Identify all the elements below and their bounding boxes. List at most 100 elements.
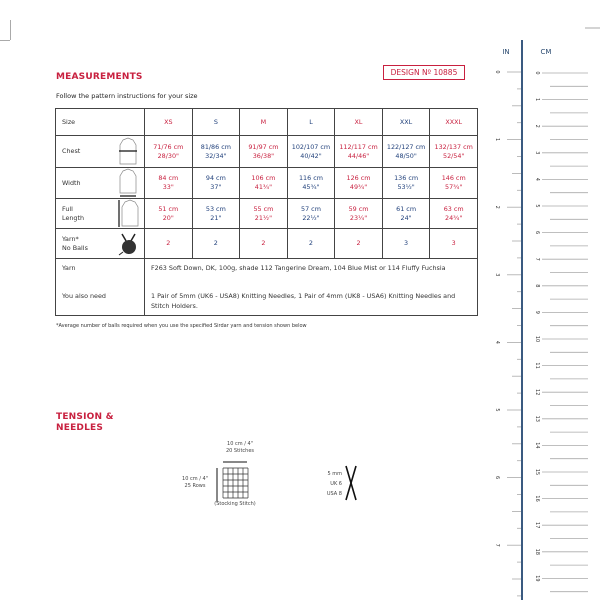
inch-value: 24¾" bbox=[445, 213, 463, 222]
measurement-cell: 91/97 cm 36/38" bbox=[239, 135, 288, 168]
design-number: DESIGN Nº 10885 bbox=[383, 65, 465, 80]
hem-width-icon bbox=[119, 168, 137, 197]
inch-value: 28/30" bbox=[157, 151, 179, 160]
cm-tick-label: 4 bbox=[534, 178, 540, 181]
measurement-cell: 57 cm 22½" bbox=[286, 198, 336, 229]
intro-text: Follow the pattern instructions for your… bbox=[56, 92, 198, 100]
also-need-text: 1 Pair of 5mm (UK6 - USA8) Knitting Need… bbox=[151, 292, 456, 310]
length-icon bbox=[118, 199, 139, 227]
inch-value: 37" bbox=[210, 183, 222, 191]
measurement-cell: 84 cm 33" bbox=[144, 167, 193, 199]
inch-tick-label: 6 bbox=[494, 476, 500, 479]
inch-value: 40/42" bbox=[300, 151, 322, 160]
cm-value: 71/76 cm bbox=[153, 142, 184, 151]
stitch-type: (Stocking Stitch) bbox=[214, 501, 256, 507]
cm-tick-label: 11 bbox=[534, 362, 540, 368]
measurement-cell: 71/76 cm 28/30" bbox=[144, 135, 193, 168]
label-line: Length bbox=[62, 213, 85, 222]
inch-value: 21½" bbox=[254, 213, 273, 222]
measuring-ruler: IN CM012345670123456789101112131415161718… bbox=[494, 27, 600, 600]
cm-value: 122/127 cm bbox=[386, 142, 426, 151]
row-label: Width bbox=[55, 167, 145, 199]
inch-value: 45¾" bbox=[302, 183, 320, 191]
inch-tick-label: 2 bbox=[494, 206, 500, 209]
cm-value: 116 cm bbox=[298, 174, 323, 182]
cm-tick-label: 6 bbox=[534, 231, 540, 234]
inch-value: 44/46" bbox=[347, 151, 370, 160]
cm-value: 94 cm bbox=[205, 174, 226, 182]
balls-xxxl: 3 bbox=[429, 228, 478, 259]
also-need-label: You also need bbox=[62, 292, 106, 300]
cm-value: 57 cm bbox=[301, 204, 321, 213]
cm-value: 112/117 cm bbox=[339, 142, 378, 151]
label-line: Full bbox=[62, 204, 73, 213]
balls-xxl: 3 bbox=[381, 228, 431, 259]
row-label: Chest bbox=[55, 135, 145, 168]
cm-tick-label: 5 bbox=[534, 204, 540, 207]
heading-line: TENSION & bbox=[56, 412, 114, 422]
measurement-cell: 94 cm 37" bbox=[191, 167, 241, 199]
size-row: Size XS S M L XL XXL XXXL bbox=[55, 108, 478, 136]
size-xl: XL bbox=[334, 108, 383, 136]
row-label: Full Length bbox=[55, 198, 145, 229]
cm-label: CM bbox=[541, 48, 552, 56]
yarn-ball-icon bbox=[118, 233, 136, 255]
cm-value: 53 cm bbox=[205, 204, 226, 213]
yarn-balls-label: Yarn* No Balls bbox=[55, 228, 145, 259]
cm-value: 84 cm bbox=[158, 174, 179, 182]
measurement-cell: 51 cm 20" bbox=[144, 198, 193, 229]
measurement-cell: 106 cm 41¾" bbox=[239, 167, 288, 199]
inch-tick-label: 7 bbox=[494, 544, 500, 547]
inch-tick-label: 0 bbox=[494, 70, 500, 73]
label-line: 10 cm / 4" bbox=[227, 441, 253, 447]
inch-value: 52/54" bbox=[443, 151, 465, 160]
label-line: UK 6 bbox=[330, 481, 342, 487]
cm-value: 61 cm bbox=[396, 204, 417, 213]
inch-value: 24" bbox=[400, 213, 412, 222]
label-line: Chest bbox=[62, 147, 81, 155]
measurement-cell: 59 cm 23¼" bbox=[334, 198, 383, 229]
cm-tick-label: 3 bbox=[534, 151, 540, 154]
balls-l: 2 bbox=[286, 228, 336, 259]
cm-tick-label: 18 bbox=[534, 549, 540, 555]
in-label: IN bbox=[502, 48, 509, 56]
cm-value: 106 cm bbox=[251, 174, 276, 182]
yarn-info-labels: Yarn You also need bbox=[55, 258, 145, 316]
cm-tick-label: 0 bbox=[534, 71, 540, 74]
measurement-cell: 136 cm 53½" bbox=[381, 167, 431, 199]
balls-xs: 2 bbox=[144, 228, 193, 259]
inch-value: 20" bbox=[162, 213, 174, 222]
cm-value: 55 cm bbox=[253, 204, 274, 213]
crop-mark bbox=[10, 20, 11, 40]
cm-value: 132/137 cm bbox=[434, 142, 473, 151]
cm-value: 102/107 cm bbox=[291, 142, 331, 151]
crop-mark bbox=[0, 40, 10, 41]
label-line: Width bbox=[62, 178, 81, 187]
cm-tick-label: 12 bbox=[534, 389, 540, 395]
measurement-cell: 53 cm 21" bbox=[191, 198, 241, 229]
label-line: Yarn* bbox=[62, 234, 79, 243]
label-line: USA 8 bbox=[326, 491, 342, 497]
measurement-cell: 81/86 cm 32/34" bbox=[191, 135, 241, 168]
label-line: No Balls bbox=[62, 243, 88, 252]
measurement-cell: 112/117 cm 44/46" bbox=[334, 135, 383, 168]
measurement-cell: 63 cm 24¾" bbox=[429, 198, 478, 229]
chest-width-icon bbox=[119, 137, 137, 164]
size-xs: XS bbox=[144, 108, 193, 136]
inch-tick-label: 1 bbox=[494, 138, 500, 141]
cm-value: 59 cm bbox=[348, 204, 369, 213]
size-xxxl: XXXL bbox=[429, 108, 478, 136]
measurements-table: Size XS S M L XL XXL XXXL Chest 71/76 cm 2… bbox=[55, 108, 478, 316]
measurement-cell: 122/127 cm 48/50" bbox=[381, 135, 431, 168]
inch-value: 21" bbox=[210, 213, 222, 222]
measurements-heading: MEASUREMENTS bbox=[56, 72, 143, 82]
label-line: 20 Stitches bbox=[225, 448, 255, 454]
inch-value: 23¼" bbox=[349, 213, 368, 222]
cm-value: 146 cm bbox=[441, 174, 466, 182]
yarn-text: F263 Soft Down, DK, 100g, shade 112 Tang… bbox=[151, 264, 446, 272]
measurement-cell: 61 cm 24" bbox=[381, 198, 431, 229]
cm-tick-label: 10 bbox=[534, 336, 540, 342]
label-line: 10 cm / 4" bbox=[182, 476, 208, 482]
measurement-cell: 132/137 cm 52/54" bbox=[429, 135, 478, 168]
